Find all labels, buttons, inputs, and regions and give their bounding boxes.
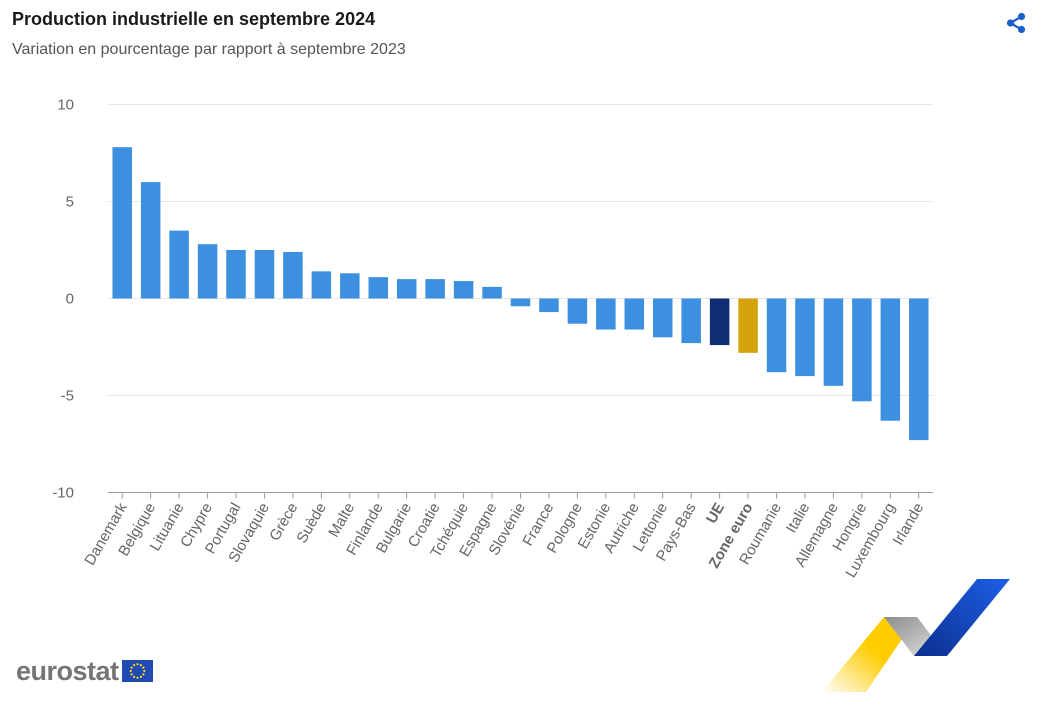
eu-flag-star: [129, 669, 132, 673]
x-tick-label: Suède: [293, 500, 329, 546]
share-icon-node: [1006, 19, 1015, 27]
eu-flag-field: [121, 660, 153, 682]
bar-hongrie: [852, 298, 872, 402]
bar-estonie: [596, 298, 616, 330]
eu-flag-star: [141, 673, 145, 676]
bar-grèce: [283, 251, 303, 299]
eu-flag-star: [135, 663, 139, 666]
eurostat-wordmark: eurostat: [16, 655, 119, 686]
bar-suède: [311, 271, 332, 299]
bar-tchéquie: [453, 281, 474, 299]
bar-chypre: [197, 244, 218, 299]
bar-lituanie: [169, 230, 189, 299]
x-tick-label: Danemark: [81, 500, 131, 569]
eu-flag-star: [132, 675, 135, 678]
eu-flag-star: [132, 664, 135, 667]
bar-lettonie: [652, 298, 673, 338]
bar-autriche: [624, 298, 645, 330]
bar-croatie: [425, 279, 445, 299]
x-tick-label: UE: [703, 500, 728, 527]
bar-finlande: [368, 277, 389, 299]
bar-roumanie: [766, 298, 787, 373]
bar-pologne: [567, 298, 588, 324]
eu-flag-star: [141, 666, 145, 669]
eu-flag-icon: [121, 660, 153, 682]
y-tick-label: -5: [61, 388, 74, 405]
y-tick-label: 5: [66, 194, 74, 211]
eu-flag-star: [130, 673, 133, 676]
bar-irlande: [909, 298, 929, 441]
chart-subtitle: Variation en pourcentage par rapport à s…: [12, 41, 406, 58]
eu-flag-star: [139, 664, 142, 667]
chart-title: Production industrielle en septembre 202…: [12, 9, 376, 29]
share-icon-node: [1017, 25, 1026, 34]
bar-luxembourg: [880, 298, 901, 421]
bar-bulgarie: [396, 279, 417, 299]
eu-flag-star: [139, 675, 142, 678]
eu-flag-star: [135, 676, 139, 679]
bar-danemark: [112, 147, 132, 299]
y-tick-label: 10: [57, 97, 74, 114]
share-icon[interactable]: [1003, 10, 1029, 36]
share-icon-node: [1017, 12, 1026, 21]
bar-italie: [795, 298, 815, 377]
y-tick-label: 0: [66, 291, 74, 308]
bar-chart: 1050-5-10DanemarkBelgiqueLituanieChypreP…: [52, 97, 933, 581]
bar-pays-bas: [681, 298, 701, 344]
bar-allemagne: [823, 298, 844, 386]
bar-zone-euro: [738, 298, 758, 353]
bar-espagne: [482, 286, 502, 299]
bar-slovénie: [510, 298, 531, 307]
eu-flag-star: [142, 669, 145, 673]
bar-france: [539, 298, 559, 313]
eu-flag-star: [130, 666, 133, 669]
bar-slovaquie: [254, 250, 275, 299]
bar-malte: [340, 273, 360, 299]
bar-portugal: [226, 250, 246, 299]
eurostat-logo: eurostat: [16, 656, 153, 686]
y-tick-label: -10: [52, 485, 74, 502]
bar-ue: [709, 298, 730, 346]
bar-belgique: [140, 182, 161, 299]
